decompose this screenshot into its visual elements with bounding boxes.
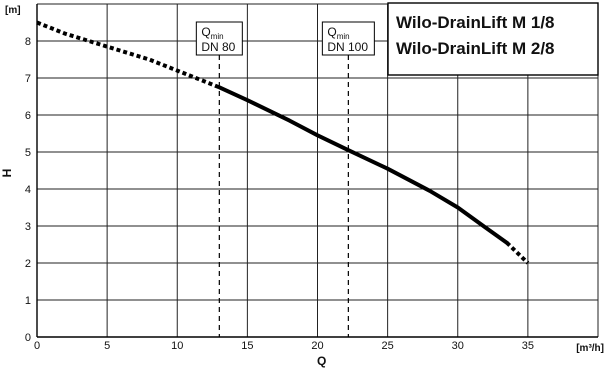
title-box [387,2,599,76]
x-tick-label: 0 [34,340,40,352]
y-tick-label: 3 [25,221,31,233]
y-unit-label: [m] [5,5,21,16]
qmin-sub: min [211,32,224,41]
x-tick-label: 25 [382,340,394,352]
y-tick-label: 4 [25,184,31,196]
qmin-sub: min [337,32,350,41]
qmin-box [321,21,375,56]
y-tick-label: 2 [25,258,31,270]
curve-extension-dotted [505,241,530,265]
y-tick-label: 8 [25,36,31,48]
curve-extension-dotted [36,20,221,90]
qmin-main: Q [201,25,210,39]
y-tick-label: 1 [25,295,31,307]
x-unit-label: [m³/h] [576,343,604,354]
y-tick-label: 0 [25,332,31,344]
y-axis-title: H [0,169,14,178]
qmin-label: Qmin [327,25,349,41]
dn-label: DN 100 [327,40,368,54]
y-tick-label: 6 [25,110,31,122]
pump-curve [217,85,509,245]
x-tick-label: 30 [452,340,464,352]
x-tick-label: 10 [171,340,183,352]
dn-label: DN 80 [201,40,235,54]
x-tick-label: 35 [522,340,534,352]
x-tick-label: 5 [104,340,110,352]
qmin-main: Q [327,25,336,39]
x-tick-label: 20 [311,340,323,352]
chart-title-line: Wilo-DrainLift M 2/8 [396,39,555,58]
x-tick-label: 15 [241,340,253,352]
chart-title-line: Wilo-DrainLift M 1/8 [396,13,555,32]
qmin-label: Qmin [201,25,223,41]
y-tick-label: 7 [25,73,31,85]
qmin-box [195,21,243,56]
x-axis-title: Q [317,354,326,368]
y-tick-label: 5 [25,147,31,159]
